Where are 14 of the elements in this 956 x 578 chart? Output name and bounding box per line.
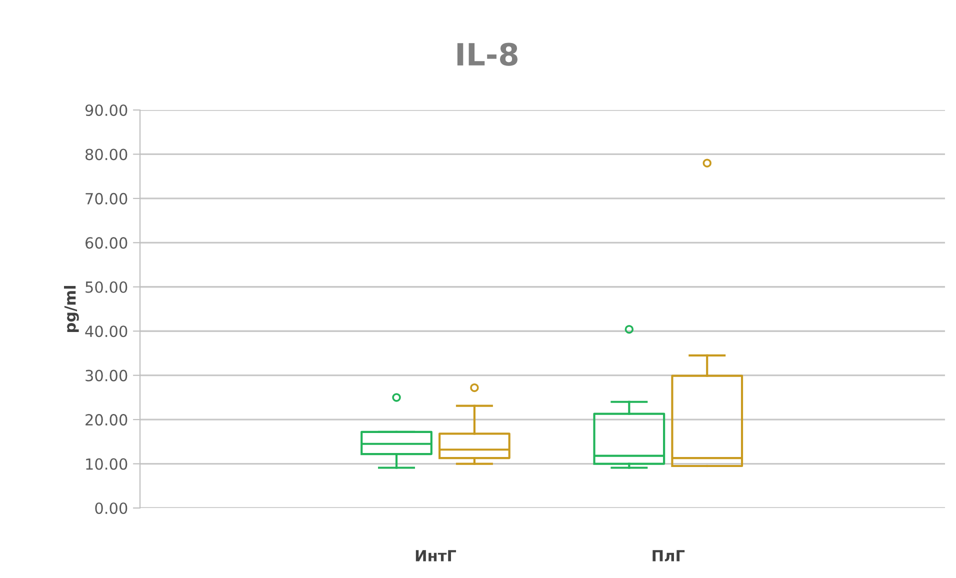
y-tick-label: 70.00: [86, 192, 128, 204]
y-tick-label: 10.00: [86, 458, 128, 470]
y-tick-label: 90.00: [85, 104, 128, 116]
x-tick-label: ПлГ: [652, 550, 685, 562]
y-tick-label: 40.00: [85, 326, 128, 338]
y-tick-label: 0.00: [95, 502, 128, 514]
y-tick-label: 30.00: [86, 370, 128, 382]
y-axis-title: pg/ml: [64, 286, 79, 332]
y-tick-label: 20.00: [86, 414, 128, 426]
y-tick-label: 50.00: [86, 281, 128, 293]
y-tick-label: 60.00: [86, 237, 128, 249]
x-tick-label: ИнтГ: [416, 550, 456, 562]
chart-title: IL-8: [457, 42, 518, 66]
y-tick-label: 80.00: [85, 148, 128, 160]
